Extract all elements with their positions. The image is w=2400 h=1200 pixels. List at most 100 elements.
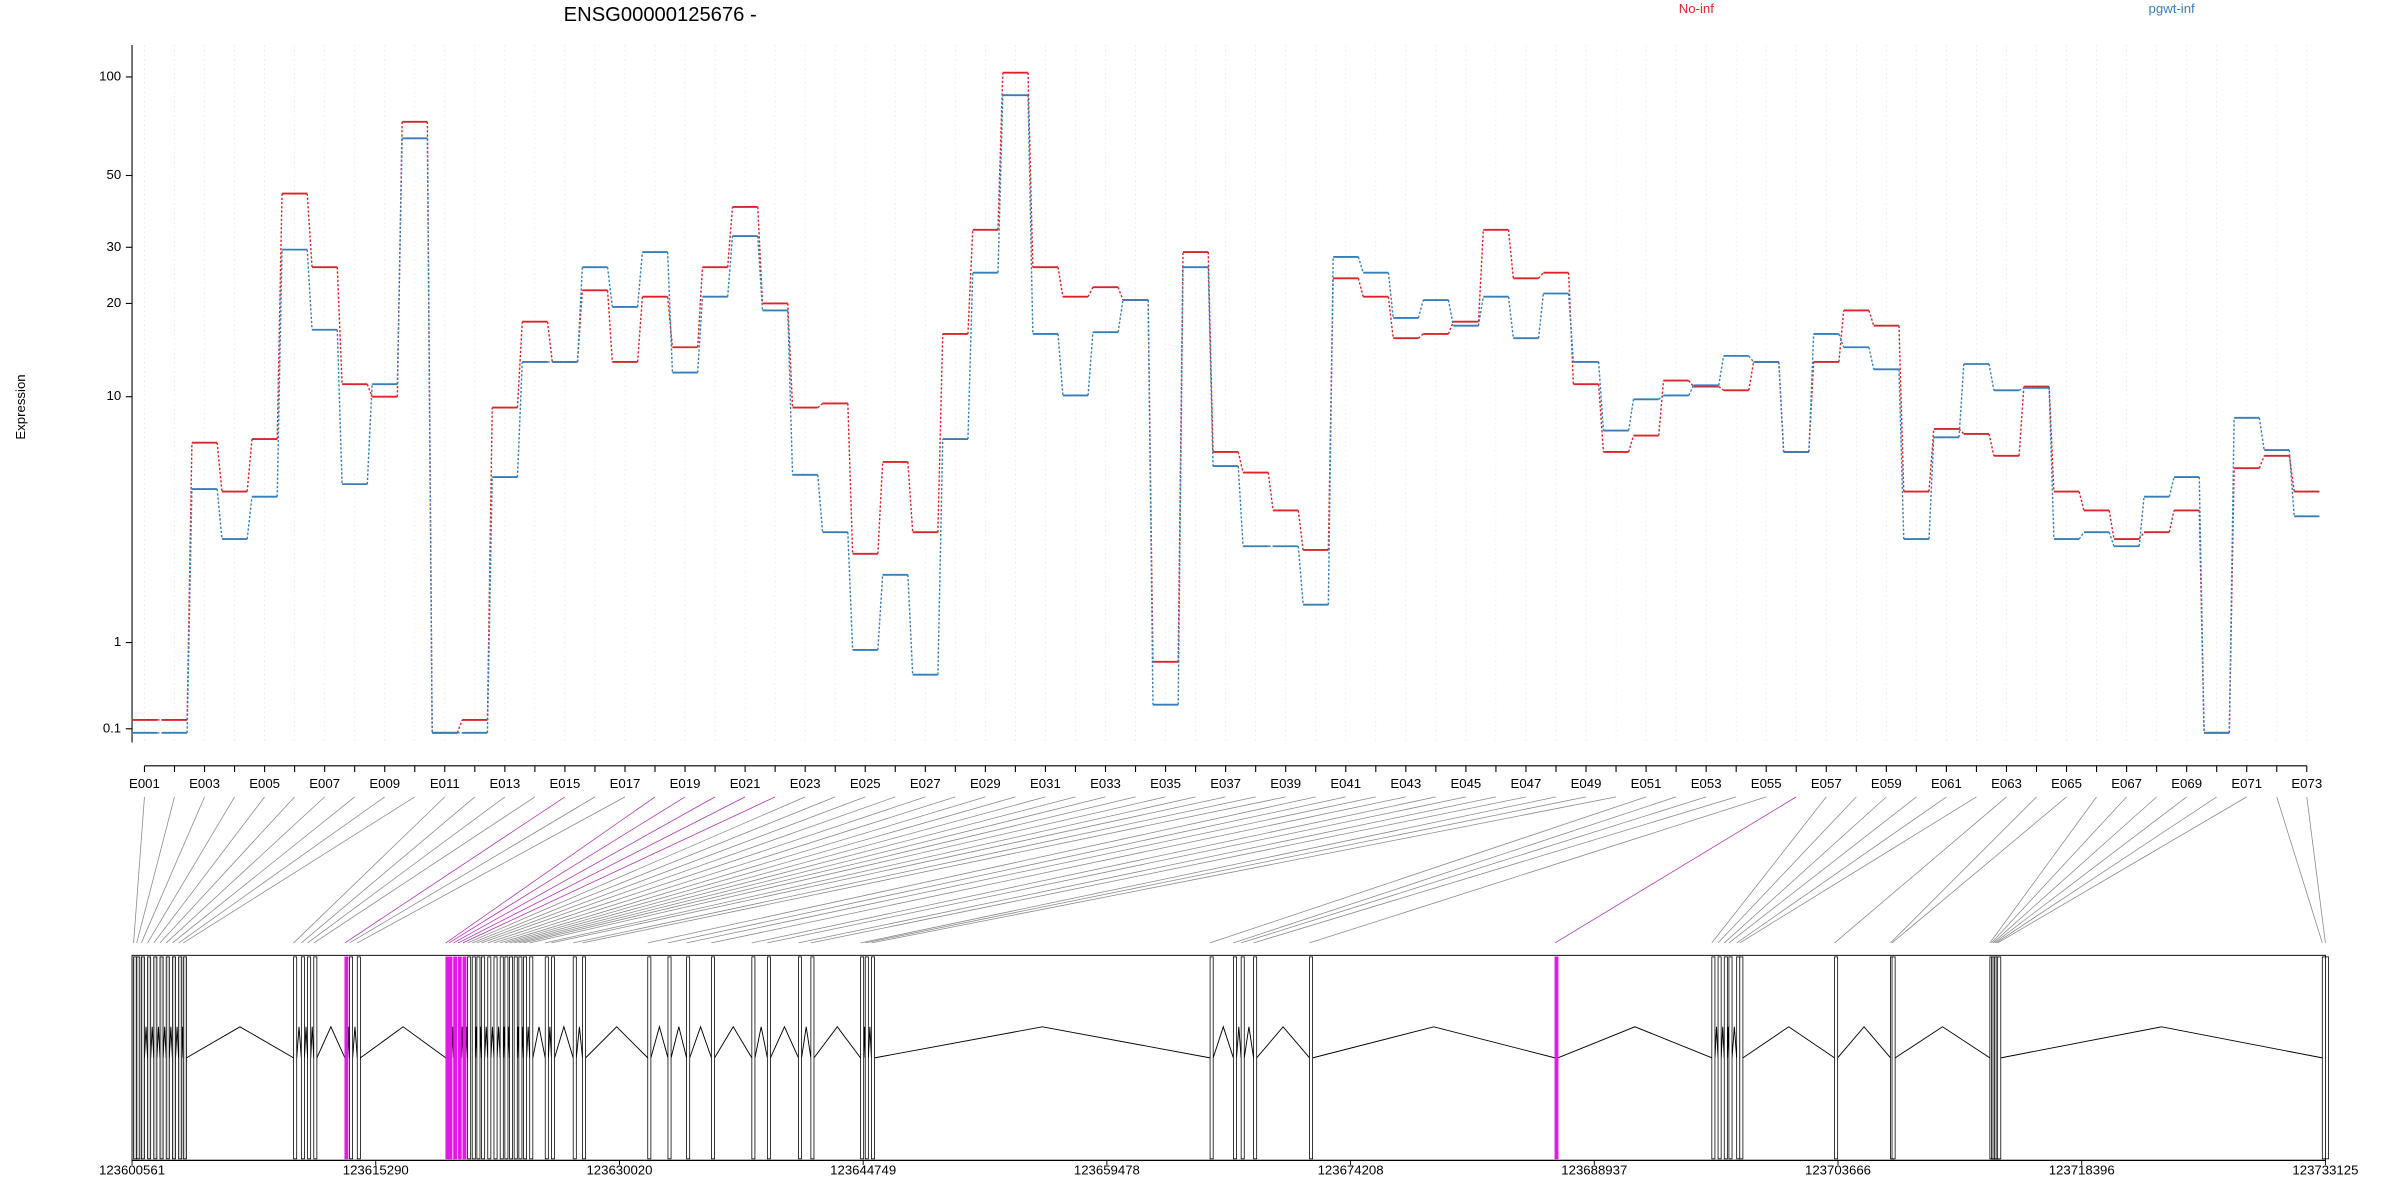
x-tick-label: E059 (1871, 776, 1902, 791)
level-connector (426, 121, 433, 733)
level-connector (1658, 394, 1664, 400)
exon-connector (1739, 796, 1977, 944)
exon-connector (667, 796, 1346, 944)
genomic-tick-label: 123674208 (1318, 1163, 1384, 1178)
exon (487, 956, 492, 1160)
intron (186, 1026, 294, 1059)
exon (1711, 956, 1716, 1160)
genomic-tick-label: 123600561 (99, 1163, 165, 1178)
level-connector (726, 206, 734, 268)
exon-connector (159, 796, 295, 944)
exon-connector (136, 796, 175, 944)
level-connector (1027, 72, 1034, 268)
level-connector (1748, 355, 1755, 363)
level-connector (1958, 428, 1965, 435)
level-connector (997, 95, 1004, 273)
exon-connector (476, 796, 866, 944)
x-tick-label: E047 (1511, 776, 1542, 791)
exon-connector (1991, 796, 2127, 944)
exon (307, 956, 312, 1160)
level-connector (1627, 399, 1635, 431)
level-connector (1297, 510, 1304, 551)
level-connector (937, 333, 944, 533)
exon (647, 956, 652, 1160)
exon (356, 956, 361, 1160)
level-connector (606, 290, 614, 362)
exon (153, 956, 158, 1160)
level-connector (2258, 455, 2265, 469)
exon-connector (487, 796, 926, 944)
exon-connector (1241, 796, 1707, 944)
exon (140, 956, 145, 1160)
level-connector (1538, 272, 1544, 279)
exon (1309, 956, 1313, 1160)
level-connector (937, 439, 944, 675)
exon (1209, 956, 1214, 1160)
intron (303, 1026, 309, 1058)
level-connector (2288, 449, 2295, 517)
intron (532, 1026, 546, 1058)
exon-connector (1717, 796, 1857, 944)
x-tick-label: E065 (2051, 776, 2082, 791)
intron (554, 1025, 574, 1058)
x-tick-label: E005 (249, 776, 280, 791)
intron (867, 1026, 872, 1058)
exon-connector (551, 796, 1226, 944)
intron (754, 1026, 768, 1058)
level-connector (1087, 332, 1094, 396)
y-axis-label: Expression (13, 374, 28, 439)
level-connector (696, 296, 704, 373)
exon-connector (1992, 796, 2157, 944)
level-connector (1477, 296, 1484, 326)
intron (650, 1025, 669, 1058)
level-connector (726, 236, 734, 297)
x-tick-label: E013 (489, 776, 520, 791)
level-connector (2198, 477, 2205, 733)
exon-connector (1723, 796, 1887, 944)
exon-connector (178, 796, 385, 944)
level-connector (907, 574, 914, 675)
exon (1736, 956, 1741, 1160)
exon-connector (1209, 796, 1647, 944)
x-tick-label: E053 (1691, 776, 1722, 791)
level-connector (757, 236, 764, 311)
exon-connector (529, 796, 1166, 944)
level-connector (967, 272, 974, 440)
level-connector (216, 442, 223, 492)
exon-connector (467, 796, 806, 944)
x-tick-label: E067 (2111, 776, 2142, 791)
exon-connector (344, 796, 566, 944)
genomic-tick-label: 123615290 (343, 1163, 409, 1178)
level-connector (1718, 355, 1725, 386)
exon-connector (2306, 796, 2326, 943)
exon (529, 956, 534, 1160)
exon-connector (293, 796, 446, 944)
level-connector (1507, 229, 1515, 279)
y-tick-label: 1 (114, 634, 121, 649)
level-connector (1387, 272, 1394, 318)
level-connector (1357, 278, 1364, 297)
exon-connector (865, 796, 1587, 944)
level-connector (2018, 386, 2025, 456)
level-connector (2228, 417, 2235, 733)
intron (670, 1026, 688, 1058)
exon (766, 956, 771, 1160)
exon (476, 956, 481, 1160)
level-connector (216, 488, 223, 540)
intron (156, 1026, 161, 1058)
exon (860, 956, 865, 1160)
exon (582, 956, 587, 1160)
x-tick-label: E003 (189, 776, 220, 791)
intron (143, 1026, 149, 1058)
level-connector (847, 403, 854, 554)
intron (1557, 1026, 1713, 1059)
exon-connector (445, 796, 656, 944)
intron (801, 1026, 812, 1058)
genomic-tick-label: 123703666 (1805, 1163, 1871, 1178)
level-connector (1117, 299, 1124, 333)
x-tick-label: E073 (2291, 776, 2322, 791)
exon (751, 956, 756, 1160)
exon (518, 956, 523, 1160)
level-connector (1387, 296, 1394, 339)
